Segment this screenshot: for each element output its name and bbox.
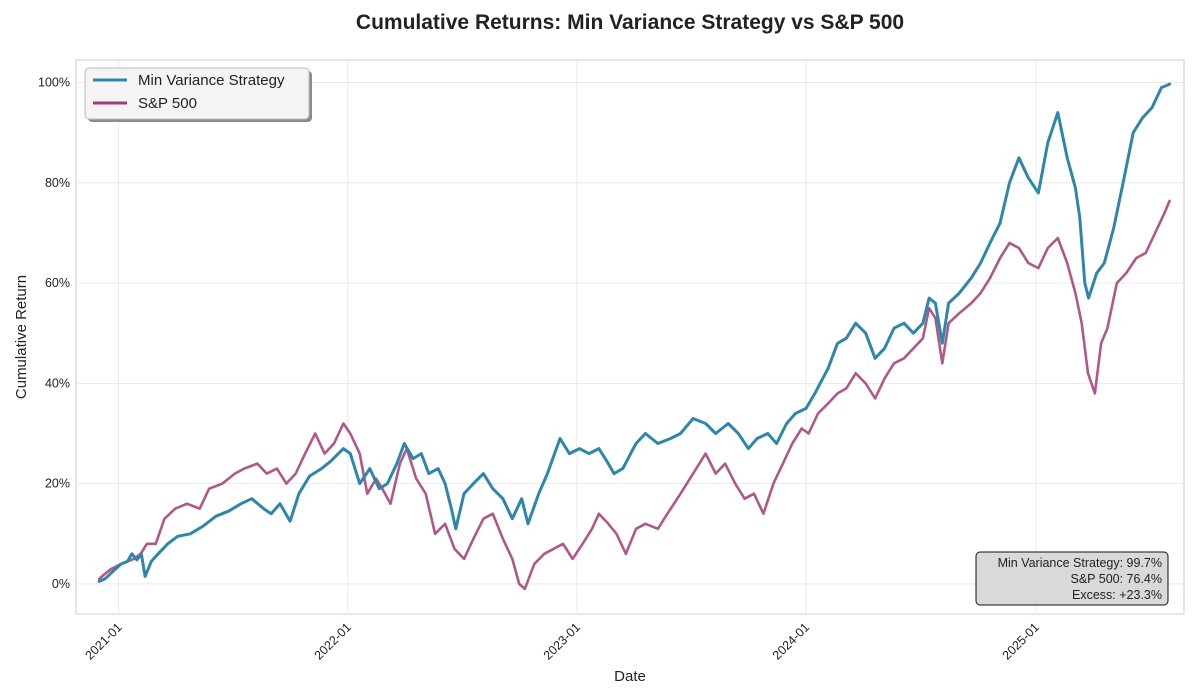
y-tick-label: 100% (38, 76, 70, 90)
y-tick-label: 0% (52, 577, 70, 591)
legend-box (84, 67, 310, 120)
x-axis-label: Date (614, 668, 646, 685)
x-tick-label: 2021-01 (82, 620, 124, 662)
y-tick-label: 40% (45, 376, 70, 390)
x-tick-label: 2025-01 (1000, 620, 1042, 662)
x-tick-label: 2022-01 (312, 620, 354, 662)
series-group (97, 82, 1172, 591)
x-tick-label: 2024-01 (770, 620, 812, 662)
y-tick-label: 60% (45, 276, 70, 290)
x-tick-label: 2023-01 (541, 620, 583, 662)
series-line-sp500 (97, 199, 1171, 591)
y-axis-ticks: 0% 20% 40% 60% 80% 100% (38, 76, 70, 591)
stats-line-strategy: Min Variance Strategy: 99.7% (998, 556, 1162, 570)
legend-label-sp500: S&P 500 (138, 95, 197, 112)
legend: Min Variance Strategy S&P 500 (84, 67, 312, 122)
series-line-min-variance (97, 82, 1172, 583)
stats-box (975, 551, 1169, 606)
x-axis-ticks: 2021-01 2022-01 2023-01 2024-01 2025-01 (82, 620, 1042, 662)
legend-label-min-variance: Min Variance Strategy (138, 72, 285, 89)
stats-annotation: Min Variance Strategy: 99.7% S&P 500: 76… (975, 551, 1169, 606)
y-axis-label: Cumulative Return (13, 275, 30, 399)
y-tick-label: 80% (45, 176, 70, 190)
y-tick-label: 20% (45, 477, 70, 491)
chart-title: Cumulative Returns: Min Variance Strateg… (356, 11, 904, 34)
stats-line-excess: Excess: +23.3% (1072, 588, 1162, 602)
stats-line-sp500: S&P 500: 76.4% (1070, 572, 1162, 586)
plot-area (75, 59, 1185, 615)
